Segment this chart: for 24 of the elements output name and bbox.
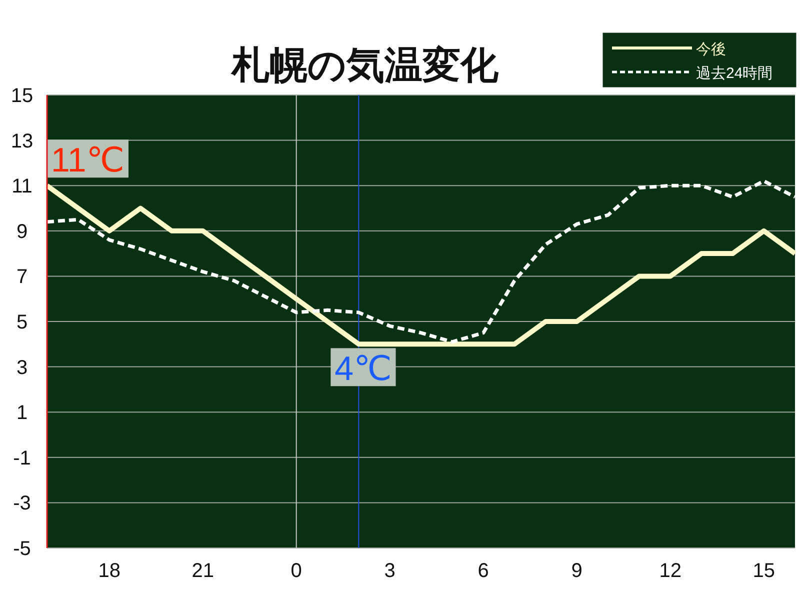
y-tick-label: -1: [13, 447, 31, 470]
x-tick-label: 12: [659, 560, 682, 582]
x-tick-label: 3: [384, 560, 396, 582]
chart-title: 札幌の気温変化: [230, 44, 500, 87]
y-tick-label: 11: [12, 176, 32, 198]
x-tick-label: 0: [290, 560, 302, 582]
y-tick-label: 3: [16, 356, 28, 379]
x-tick-label: 21: [192, 560, 214, 582]
x-tick-label: 18: [98, 560, 120, 582]
annotation: 11℃: [51, 142, 124, 180]
x-tick-label: 6: [478, 560, 489, 582]
x-tick-label: 9: [571, 560, 582, 582]
text: 今後: [696, 41, 726, 58]
y-tick-label: 9: [16, 220, 28, 243]
y-tick-label: -3: [13, 492, 31, 515]
y-tick-label: 15: [10, 85, 34, 107]
y-tick-label: 5: [16, 312, 28, 334]
x-tick-label: 15: [752, 560, 775, 582]
y-tick-label: 1: [16, 402, 28, 424]
y-tick-label: -5: [13, 538, 31, 560]
y-tick-label: 13: [10, 130, 34, 152]
annotation: 4℃: [334, 350, 392, 388]
y-tick-label: 7: [16, 266, 28, 288]
text: 過去24時間: [696, 65, 773, 82]
